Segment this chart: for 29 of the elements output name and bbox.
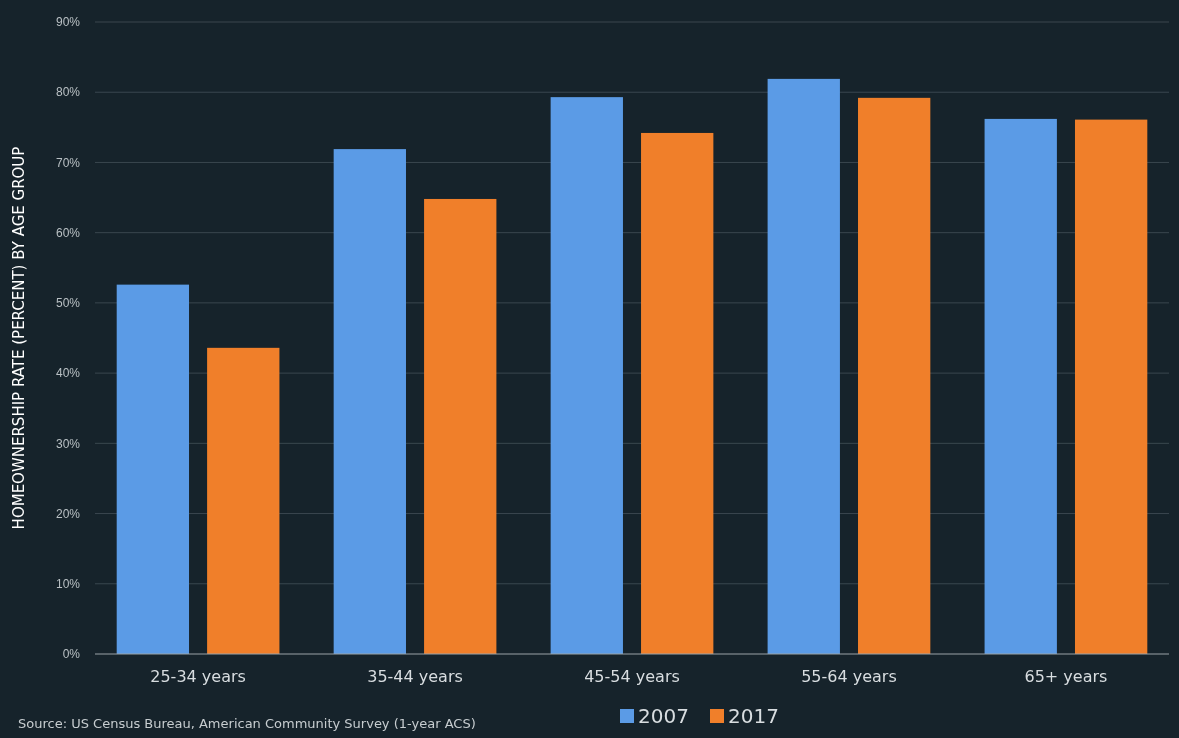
y-tick-label: 60%: [55, 225, 81, 240]
legend-label: 2007: [638, 704, 689, 728]
bar: [1074, 119, 1148, 654]
y-tick-label: 0%: [62, 647, 81, 662]
source-note: Source: US Census Bureau, American Community Survey (1-year ACS): [18, 716, 476, 731]
y-tick-label: 70%: [55, 155, 81, 170]
y-tick-label: 10%: [55, 576, 81, 591]
bar: [207, 347, 280, 654]
y-tick-label: 80%: [55, 85, 81, 100]
x-tick-label: 55-64 years: [801, 667, 897, 686]
x-tick-label: 45-54 years: [584, 667, 680, 686]
y-axis-title: HOMEOWNERSHIP RATE (PERCENT) BY AGE GROUP: [10, 146, 28, 530]
bar: [333, 149, 406, 654]
x-tick-label: 35-44 years: [367, 667, 463, 686]
y-tick-label: 30%: [55, 436, 81, 451]
x-tick-label: 25-34 years: [150, 667, 246, 686]
bar: [641, 132, 714, 654]
y-tick-label: 40%: [55, 366, 81, 381]
bar: [984, 118, 1057, 654]
y-tick-label: 50%: [55, 296, 81, 311]
legend-label: 2017: [728, 704, 779, 728]
y-tick-label: 20%: [55, 506, 81, 521]
bar: [116, 284, 190, 654]
x-tick-label: 65+ years: [1024, 667, 1108, 686]
bar: [767, 78, 840, 654]
bar: [858, 97, 931, 654]
bar: [424, 198, 497, 654]
bar: [550, 97, 623, 654]
y-tick-label: 90%: [55, 15, 81, 30]
